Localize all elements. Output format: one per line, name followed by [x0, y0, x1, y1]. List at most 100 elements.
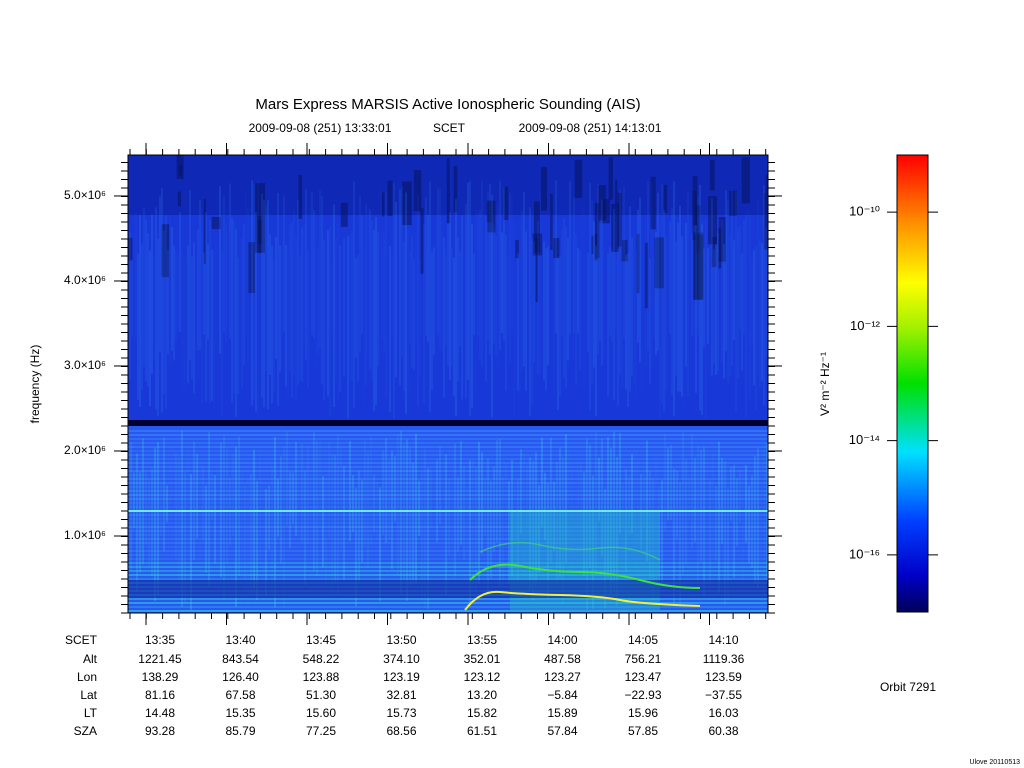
cell: 123.88 [303, 670, 340, 684]
spec-stripe [128, 486, 768, 488]
time-label: 13:45 [306, 633, 336, 647]
y-axis-label: frequency (Hz) [28, 345, 42, 424]
spec-dark [708, 196, 718, 245]
cell: −22.93 [624, 688, 661, 702]
cell: 123.12 [464, 670, 501, 684]
cell: 67.58 [225, 688, 255, 702]
cell: 32.81 [386, 688, 416, 702]
spec-dark [764, 193, 768, 250]
colorbar-tick-label: 10⁻¹⁶ [849, 546, 880, 561]
spec-stripe [128, 610, 768, 612]
spec-stripe [128, 554, 768, 556]
cell: 15.73 [386, 706, 416, 720]
spec-stripe [128, 562, 768, 564]
spec-band [128, 580, 768, 598]
cell: 756.21 [625, 652, 662, 666]
spec-dark [594, 234, 598, 261]
spec-trace [469, 563, 701, 589]
cell: 548.22 [303, 652, 340, 666]
spec-dark [535, 237, 538, 302]
spec-stripe [128, 538, 768, 540]
row-label: Alt [83, 652, 98, 666]
cell: 1119.36 [703, 652, 745, 666]
orbit-label: Orbit 7291 [880, 680, 936, 694]
spec-dark [644, 242, 649, 309]
spec-dark [591, 235, 594, 254]
cell: 93.28 [145, 724, 175, 738]
spec-dark [248, 242, 255, 293]
cell: 1221.45 [138, 652, 182, 666]
spec-dark [692, 190, 697, 226]
cell: 60.38 [708, 724, 738, 738]
spec-dark [420, 208, 424, 274]
spec-stripe [128, 566, 768, 568]
spec-stripe [128, 482, 768, 484]
y-tick-label: 3.0×10⁶ [64, 358, 106, 372]
spec-gap [128, 420, 768, 426]
cell: 138.29 [142, 670, 179, 684]
spec-dark [453, 165, 458, 213]
colorbar [896, 154, 929, 613]
spec-stripe [128, 498, 768, 500]
spec-dark [695, 205, 701, 253]
spec-stripe [128, 506, 768, 508]
colorbar-tick-label: 10⁻¹² [850, 318, 881, 333]
cell: 85.79 [225, 724, 255, 738]
time-label: 13:40 [225, 633, 255, 647]
spec-dark [765, 174, 768, 194]
spec-stripe [128, 558, 768, 560]
cell: 352.01 [464, 652, 501, 666]
spec-dark [533, 201, 541, 253]
spec-stripe [128, 458, 768, 460]
cell: 843.54 [222, 652, 259, 666]
spec-dark [574, 159, 583, 198]
spec-stripe [128, 574, 768, 576]
spec-dark [741, 157, 750, 204]
colorbar-label: V² m⁻² Hz⁻¹ [818, 352, 832, 416]
cell: 487.58 [544, 652, 581, 666]
spec-stripe [128, 598, 768, 600]
cell: 15.89 [547, 706, 577, 720]
spec-stripe [128, 450, 768, 452]
cell: 57.85 [628, 724, 658, 738]
spec-dark [615, 179, 618, 205]
spec-stripe [128, 570, 768, 572]
colorbar-tick-label: 10⁻¹⁴ [849, 432, 880, 447]
spec-dark [654, 237, 664, 289]
spec-dark [693, 232, 704, 300]
spec-dark [621, 240, 628, 262]
cell: 13.20 [467, 688, 497, 702]
spec-dark [298, 175, 303, 219]
spectrogram [128, 155, 768, 613]
spec-stripe [128, 534, 768, 536]
cell: 374.10 [383, 652, 420, 666]
spec-dark [608, 157, 613, 200]
spec-dark [711, 236, 717, 267]
end-time: 2009-09-08 (251) 14:13:01 [519, 121, 662, 135]
cell: 123.19 [383, 670, 420, 684]
time-label: 13:55 [467, 633, 497, 647]
spec-stripe [128, 578, 768, 580]
spec-stripe [128, 438, 768, 440]
spec-stripe [128, 546, 768, 548]
spec-dark [402, 181, 412, 225]
time-label: 13:50 [386, 633, 416, 647]
spec-stripe [128, 462, 768, 464]
spec-stripe [128, 530, 768, 532]
spec-stripe [128, 606, 768, 608]
y-tick-label: 1.0×10⁶ [64, 528, 106, 542]
spec-line [128, 510, 768, 512]
start-time: 2009-09-08 (251) 13:33:01 [249, 121, 392, 135]
time-label: 14:10 [708, 633, 738, 647]
cell: 15.60 [306, 706, 336, 720]
cell: 15.96 [628, 706, 658, 720]
spec-trace [464, 590, 701, 611]
spec-dark [532, 233, 543, 256]
spec-stripe [128, 494, 768, 496]
cell: 123.59 [705, 670, 742, 684]
colorbar-tick-label: 10⁻¹⁰ [849, 204, 880, 219]
cell: 16.03 [708, 706, 738, 720]
cell: 81.16 [145, 688, 175, 702]
spec-stripe [128, 542, 768, 544]
spec-dark [729, 190, 737, 216]
